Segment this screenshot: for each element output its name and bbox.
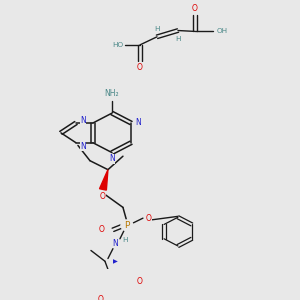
- Text: O: O: [98, 295, 104, 300]
- Text: OH: OH: [216, 28, 228, 34]
- Text: N: N: [109, 154, 115, 164]
- Text: N: N: [80, 142, 86, 151]
- Text: N: N: [135, 118, 141, 127]
- Text: N: N: [112, 239, 118, 248]
- Text: NH₂: NH₂: [105, 89, 119, 98]
- Text: P: P: [124, 221, 130, 230]
- Text: HO: HO: [112, 42, 124, 48]
- Text: O: O: [100, 192, 106, 201]
- Text: O: O: [137, 278, 143, 286]
- Text: H: H: [154, 26, 160, 32]
- Text: N: N: [80, 116, 86, 125]
- Polygon shape: [100, 170, 108, 190]
- Text: H: H: [175, 36, 181, 42]
- Text: O: O: [99, 225, 105, 234]
- Circle shape: [121, 220, 133, 231]
- Text: ▶: ▶: [112, 260, 117, 265]
- Text: O: O: [192, 4, 198, 14]
- Text: H: H: [122, 237, 128, 243]
- Text: O: O: [146, 214, 152, 223]
- Text: O: O: [137, 63, 143, 72]
